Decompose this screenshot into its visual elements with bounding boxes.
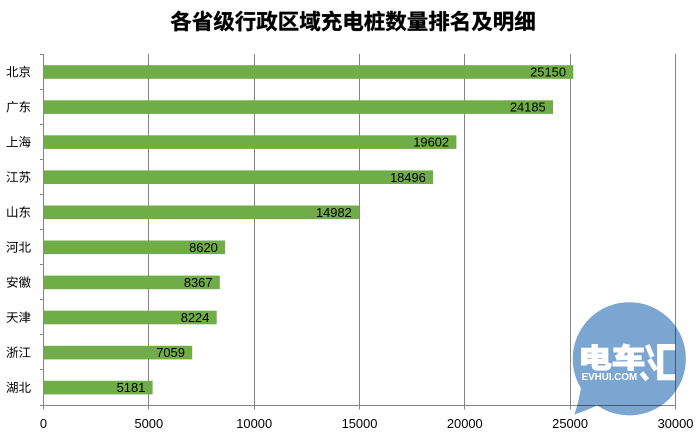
svg-text:8620: 8620 (189, 240, 218, 255)
svg-text:15000: 15000 (342, 416, 378, 431)
svg-text:14982: 14982 (316, 205, 352, 220)
svg-text:25000: 25000 (552, 416, 588, 431)
svg-text:10000: 10000 (236, 416, 272, 431)
svg-text:8367: 8367 (184, 275, 213, 290)
svg-text:5000: 5000 (134, 416, 163, 431)
svg-text:24185: 24185 (510, 100, 546, 115)
svg-text:EVHUI.COM: EVHUI.COM (582, 372, 638, 383)
svg-text:25150: 25150 (530, 65, 566, 80)
svg-text:30000: 30000 (658, 416, 694, 431)
svg-text:7059: 7059 (156, 345, 185, 360)
svg-text:5181: 5181 (117, 380, 146, 395)
svg-text:19602: 19602 (413, 135, 449, 150)
svg-text:18496: 18496 (390, 170, 426, 185)
svg-text:0: 0 (40, 416, 47, 431)
svg-text:8224: 8224 (181, 310, 210, 325)
svg-text:20000: 20000 (447, 416, 483, 431)
